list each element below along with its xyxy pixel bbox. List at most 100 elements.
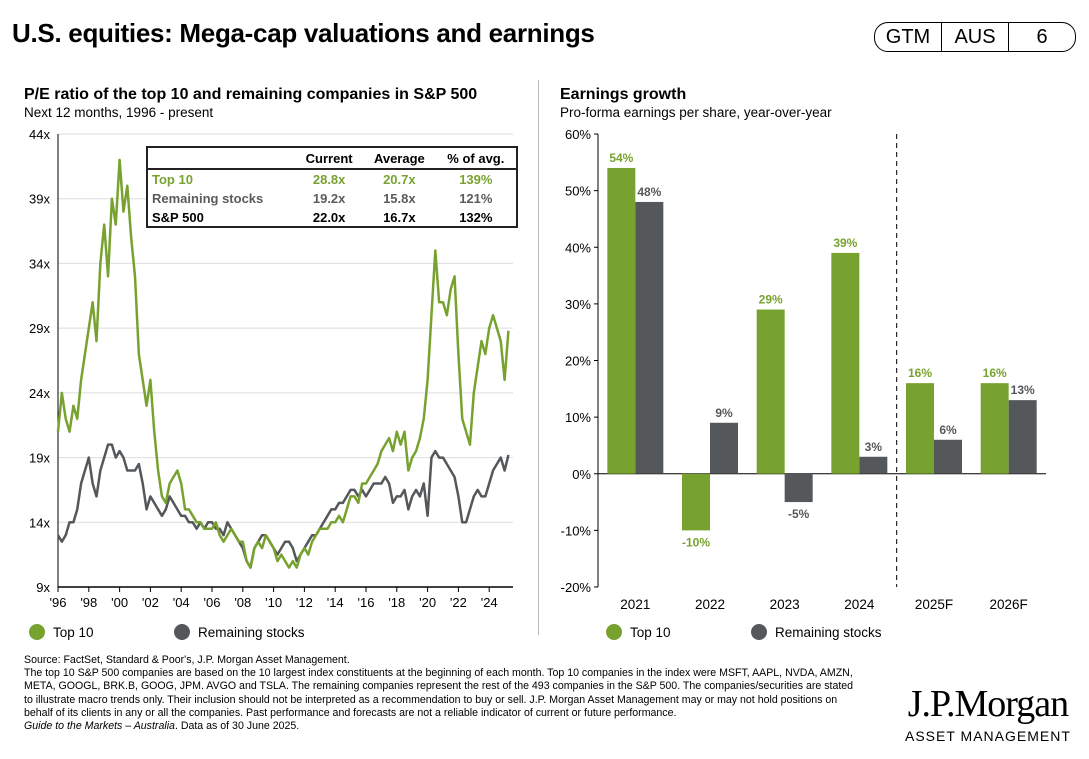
guide-note: Guide to the Markets – Australia. Data a… [24, 720, 864, 733]
table-header: Current [295, 148, 364, 170]
logo-subtitle: ASSET MANAGEMENT [905, 728, 1071, 744]
y-tick-label: 39x [29, 192, 50, 207]
cell: 16.7x [383, 210, 416, 225]
earnings-chart-subtitle: Pro-forma earnings per share, year-over-… [560, 105, 832, 120]
panel-divider [538, 80, 539, 635]
as-of-date: . Data as of 30 June 2025. [174, 720, 300, 733]
legend-remaining-marker [751, 624, 767, 640]
cell: 15.8x [383, 191, 416, 206]
pe-chart-title: P/E ratio of the top 10 and remaining co… [24, 86, 478, 103]
y-tick-label: 40% [565, 240, 591, 255]
legend-label: Remaining stocks [775, 625, 882, 640]
top10-bar [980, 383, 1009, 474]
remaining-stocks-line [56, 443, 510, 569]
remaining-bar [710, 422, 738, 474]
y-tick-label: 60% [565, 127, 591, 142]
y-tick-label: 50% [565, 184, 591, 199]
x-tick-label: '00 [111, 595, 128, 610]
bar-value-label: 48% [637, 185, 661, 199]
x-tick-label: '12 [296, 595, 313, 610]
bar-value-label: 16% [908, 366, 932, 380]
x-tick-label: '98 [80, 595, 97, 610]
cell: 20.7x [383, 172, 416, 187]
y-tick-label: -10% [561, 523, 592, 538]
jpmorgan-logo: J.P.Morgan ASSET MANAGEMENT [905, 682, 1071, 744]
remaining-bar [859, 456, 888, 474]
pe-chart-subtitle: Next 12 months, 1996 - present [24, 105, 214, 120]
row-label: Remaining stocks [152, 191, 264, 206]
y-tick-label: 14x [29, 515, 50, 530]
y-tick-label: 9x [36, 580, 50, 595]
x-tick-label: '02 [142, 595, 159, 610]
y-tick-label: 20% [565, 354, 591, 369]
y-tick-label: -20% [561, 580, 592, 595]
y-tick-label: 34x [29, 256, 50, 271]
tag-gtm: GTM [885, 26, 931, 48]
x-tick-label: 2024 [844, 597, 875, 612]
x-tick-label: 2026F [990, 597, 1028, 612]
top10-bar [607, 167, 636, 474]
cell: 19.2x [312, 191, 346, 206]
legend-label: Remaining stocks [198, 625, 305, 640]
y-tick-label: 29x [29, 321, 50, 336]
pe-summary-table: Current Average% of avg. Top 10 28.8x 20.7x… [146, 146, 518, 228]
bar-value-label: 16% [983, 366, 1007, 380]
slide-tag: GTM AUS 6 [874, 22, 1076, 52]
remaining-bar [1008, 400, 1037, 474]
bar-value-label: -5% [788, 507, 810, 521]
bar-value-label: -10% [682, 535, 710, 549]
earnings-chart-title: Earnings growth [560, 86, 687, 103]
x-tick-label: '18 [388, 595, 405, 610]
top10-bar [682, 473, 710, 531]
x-tick-label: '24 [481, 595, 498, 610]
y-tick-label: 24x [29, 386, 50, 401]
top10-line [56, 158, 510, 569]
top10-bar [831, 252, 860, 474]
y-tick-label: 19x [29, 451, 50, 466]
y-tick-label: 30% [565, 297, 591, 312]
cell: 132% [459, 210, 493, 225]
bar-value-label: 29% [759, 293, 783, 307]
guide-title: Guide to the Markets – Australia [24, 720, 175, 733]
x-tick-label: '04 [173, 595, 190, 610]
legend-top10-marker [606, 624, 622, 640]
bar-value-label: 6% [939, 423, 957, 437]
x-tick-label: '16 [358, 595, 375, 610]
methodology-note: The top 10 S&P 500 companies are based o… [24, 667, 854, 719]
x-tick-label: '14 [327, 595, 344, 610]
legend-label: Top 10 [630, 625, 671, 640]
remaining-bar [934, 439, 962, 474]
x-tick-label: 2023 [770, 597, 800, 612]
footnotes: Source: FactSet, Standard & Poor's, J.P.… [24, 654, 864, 733]
x-tick-label: 2021 [620, 597, 650, 612]
row-label: S&P 500 [152, 210, 204, 225]
tag-page-number: 6 [1008, 23, 1075, 51]
top10-bar [906, 383, 934, 474]
logo-wordmark: J.P.Morgan [907, 683, 1069, 725]
x-tick-label: 2025F [915, 597, 953, 612]
x-tick-label: '20 [419, 595, 436, 610]
bar-value-label: 54% [609, 151, 633, 165]
x-tick-label: '22 [450, 595, 467, 610]
remaining-bar [784, 473, 813, 503]
row-label: Top 10 [152, 172, 193, 187]
tag-region: AUS [941, 23, 1008, 51]
x-tick-label: '10 [265, 595, 282, 610]
x-tick-label: '08 [234, 595, 251, 610]
charts-canvas: 9x 14x 19x 24x 29x 34x 39x 44x '96 '98 '00 '02 '04 '0… [29, 127, 1046, 640]
table-header [148, 148, 296, 170]
cell: 139% [459, 172, 493, 187]
remaining-bar [635, 201, 664, 474]
x-tick-label: '06 [204, 595, 221, 610]
bar-value-label: 13% [1011, 383, 1035, 397]
cell: 121% [459, 191, 493, 206]
table-header: % of avg. [435, 148, 516, 170]
table-header: Average [363, 148, 436, 170]
cell: 22.0x [312, 210, 346, 225]
bar-value-label: 9% [715, 406, 733, 420]
source-note: Source: FactSet, Standard & Poor's, J.P.… [24, 654, 350, 666]
page-title: U.S. equities: Mega-cap valuations and e… [12, 18, 595, 48]
x-tick-label: 2022 [695, 597, 725, 612]
table-row: Remaining stocks 19.2x 15.8x 121% [148, 189, 516, 208]
